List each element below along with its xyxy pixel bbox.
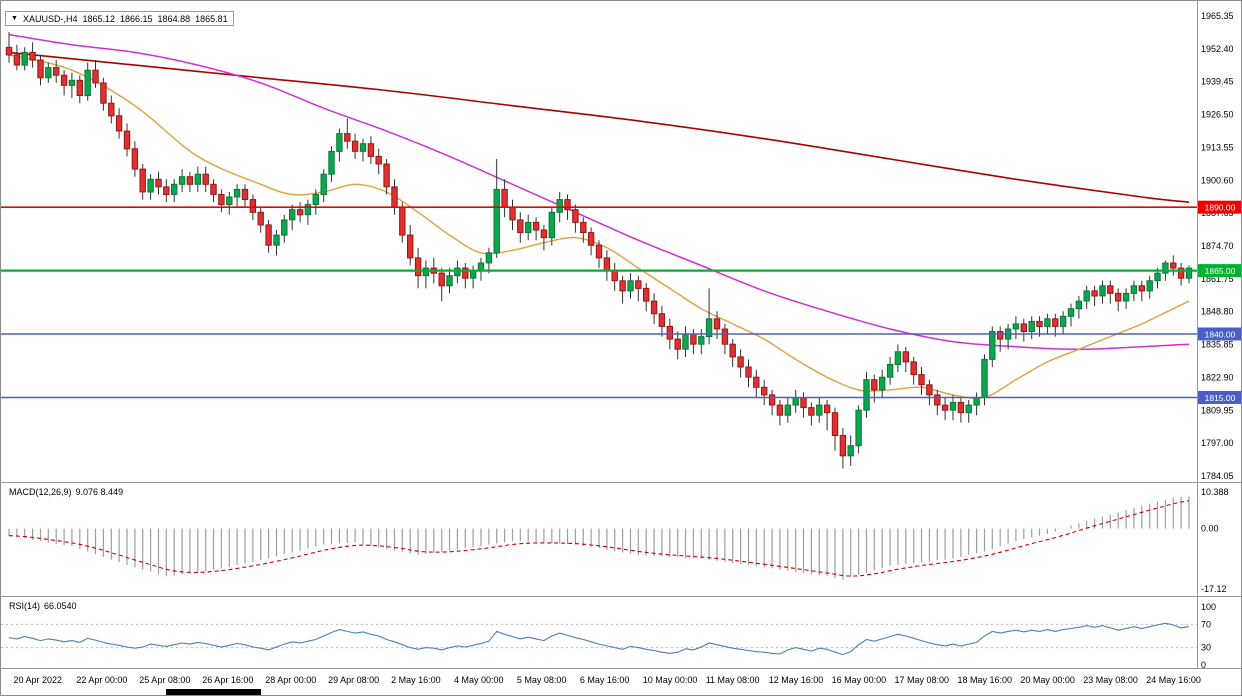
price-tick-label: 1784.05 [1201,471,1234,481]
price-tick-label: 1822.90 [1201,372,1234,382]
price-tag-1890.00: 1890.00 [1198,200,1241,214]
rsi-current-value: 66.0540 [44,601,77,611]
time-label: 4 May 00:00 [454,675,504,685]
bull-candles [21,51,1193,457]
price-tick-label: 1913.55 [1201,142,1234,152]
price-tick-label: 1939.45 [1201,77,1234,87]
ma-slow-line [8,51,1190,203]
price-tag-1865.00: 1865.00 [1198,264,1241,278]
time-label: 5 May 08:00 [517,675,567,685]
ohlc-close-value: 1865.81 [195,13,228,24]
macd-tick-label: -17.12 [1201,584,1227,594]
time-label: 29 Apr 08:00 [328,675,379,685]
time-label: 23 May 08:00 [1083,675,1138,685]
time-label: 28 Apr 00:00 [265,675,316,685]
ohlc-low-value: 1864.88 [157,13,191,24]
symbol-info-box[interactable]: ▼ XAUUSD-,H4 1865.12 1866.15 1864.88 186… [5,11,234,26]
ohlc-high-value: 1866.15 [120,13,153,24]
price-tick-label: 1952.40 [1201,44,1234,54]
price-tick-label: 1965.35 [1201,11,1234,21]
macd-name: MACD(12,26,9) [9,487,72,497]
time-label: 18 May 16:00 [958,675,1013,685]
symbol-period-label: XAUUSD-,H4 [22,13,78,24]
macd-histogram [8,496,1190,580]
time-label: 26 Apr 16:00 [202,675,253,685]
price-tick-label: 1900.60 [1201,175,1234,185]
time-label: 10 May 00:00 [643,675,698,685]
time-label: 20 Apr 2022 [14,675,63,685]
rsi-tick-label: 70 [1201,619,1211,629]
rsi-line [8,622,1190,656]
time-label: 22 Apr 00:00 [76,675,127,685]
price-tick-label: 1848.80 [1201,307,1234,317]
ohlc-open-value: 1865.12 [82,13,115,24]
ma-fast-line [8,54,1190,400]
rsi-indicator-label: RSI(14) 66.0540 [9,601,81,611]
time-label: 16 May 00:00 [832,675,887,685]
collapse-triangle-icon[interactable]: ▼ [11,15,18,22]
horizontal-scrollbar-thumb[interactable] [166,689,261,695]
ma-mid-line [8,33,1190,351]
svg-text:1815.00: 1815.00 [1205,393,1236,403]
time-label: 20 May 00:00 [1020,675,1075,685]
macd-tick-label: 10.388 [1201,487,1229,497]
panel-separators [1,1,1241,669]
price-tick-label: 1861.75 [1201,274,1234,284]
macd-indicator-label: MACD(12,26,9) 9.076 8.449 [9,487,127,497]
time-label: 2 May 16:00 [391,675,441,685]
bear-candles [5,46,1185,457]
rsi-tick-label: 30 [1201,643,1211,653]
rsi-tick-label: 100 [1201,602,1216,612]
price-tick-label: 1809.95 [1201,405,1234,415]
time-label: 25 Apr 08:00 [139,675,190,685]
price-tag-1840.00: 1840.00 [1198,327,1241,341]
price-tick-label: 1874.70 [1201,241,1234,251]
time-label: 11 May 08:00 [706,675,760,685]
rsi-tick-label: 0 [1201,660,1206,670]
svg-text:1840.00: 1840.00 [1205,330,1236,340]
macd-tick-label: 0.00 [1201,524,1219,534]
svg-text:1865.00: 1865.00 [1205,266,1236,276]
macd-signal-line [8,500,1190,577]
svg-text:1890.00: 1890.00 [1205,203,1236,213]
price-tick-label: 1835.85 [1201,340,1234,350]
price-tag-1815.00: 1815.00 [1198,391,1241,404]
time-label: 6 May 16:00 [580,675,630,685]
macd-current-values: 9.076 8.449 [75,487,124,497]
price-tick-label: 1926.50 [1201,110,1234,120]
price-tick-label: 1797.00 [1201,438,1234,448]
time-label: 17 May 08:00 [895,675,950,685]
time-label: 24 May 16:00 [1146,675,1201,685]
time-label: 12 May 16:00 [769,675,824,685]
rsi-name: RSI(14) [9,601,41,611]
